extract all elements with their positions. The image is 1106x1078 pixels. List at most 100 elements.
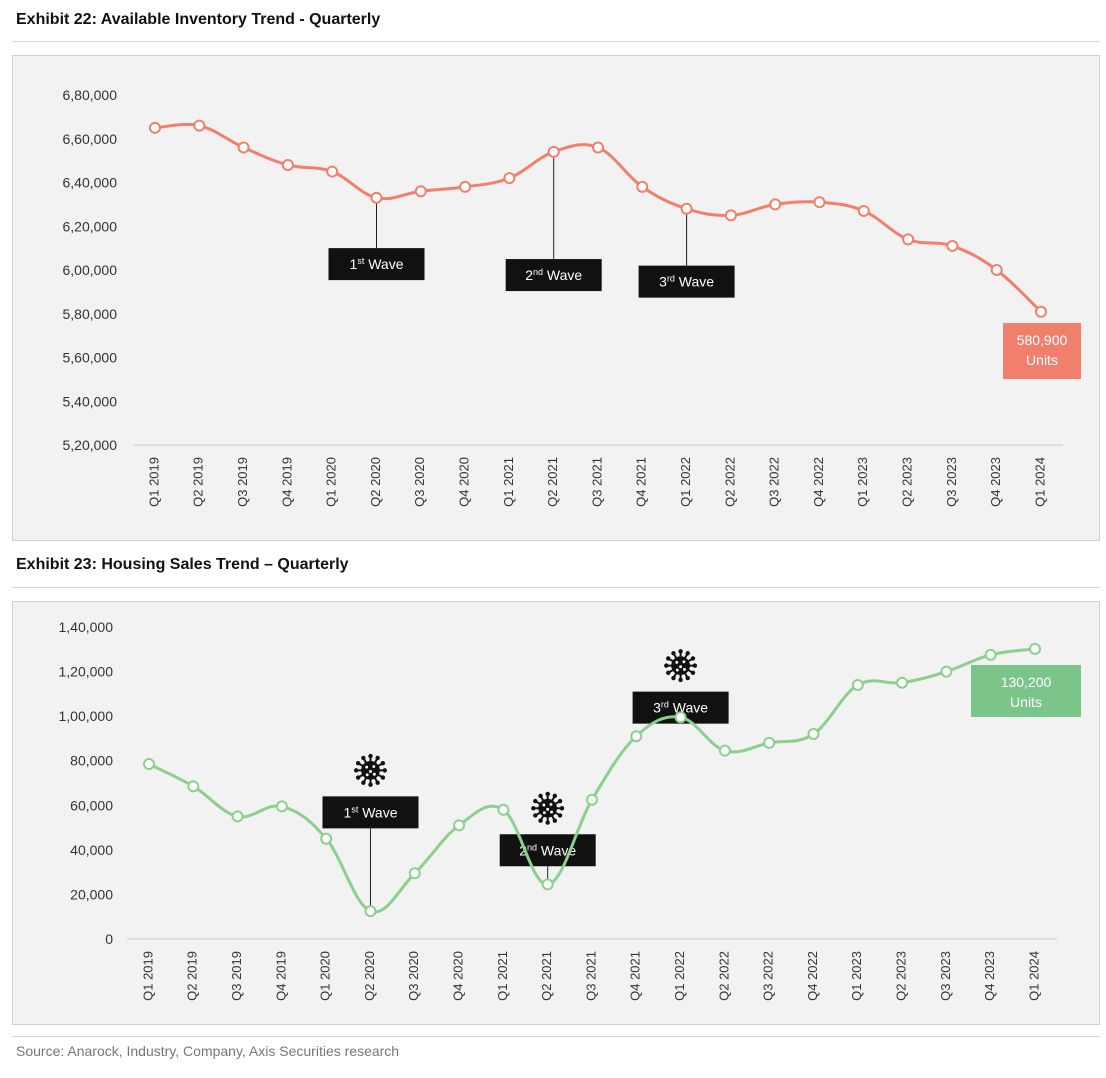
y-tick-label: 6,60,000 <box>63 131 118 147</box>
x-tick-label: Q1 2019 <box>146 457 161 507</box>
wave-label: 3rd Wave <box>659 274 714 290</box>
data-point <box>320 832 333 845</box>
x-tick-label: Q2 2020 <box>362 951 377 1001</box>
data-point <box>630 730 643 743</box>
wave-label-box <box>505 259 602 292</box>
x-tick-label: Q3 2022 <box>767 457 782 507</box>
y-tick-label: 1,40,000 <box>59 619 114 635</box>
wave-label: 1st Wave <box>344 804 398 820</box>
data-point <box>541 878 554 891</box>
x-tick-label: Q1 2020 <box>324 457 339 507</box>
y-tick-label: 5,60,000 <box>63 350 118 366</box>
data-point <box>674 711 687 724</box>
inventory-chart-svg: 5,20,000 5,40,000 5,60,000 5,80,000 6,00,000… <box>63 87 1081 507</box>
data-point <box>503 172 516 185</box>
data-point <box>807 727 820 740</box>
wave-label: 2nd Wave <box>525 267 582 283</box>
data-point <box>237 141 250 154</box>
data-point <box>414 185 427 198</box>
data-point <box>592 141 604 154</box>
x-tick-label: Q4 2022 <box>811 457 826 507</box>
x-tick-label: Q1 2024 <box>1032 457 1047 507</box>
wave-label-box <box>638 265 735 298</box>
x-tick-label: Q2 2022 <box>722 457 737 507</box>
divider <box>12 587 1100 588</box>
data-point <box>547 145 560 158</box>
sales-chart: 0 20,000 40,000 60,000 80,000 1,00,000 1,20,00… <box>12 601 1100 1025</box>
x-tick-label: Q1 2021 <box>495 951 510 1001</box>
x-tick-label: Q1 2021 <box>501 457 516 507</box>
x-tick-label: Q1 2020 <box>318 951 333 1001</box>
data-point <box>636 180 649 193</box>
x-tick-label: Q3 2022 <box>761 951 776 1001</box>
data-point <box>984 648 997 661</box>
x-tick-label: Q2 2020 <box>368 457 383 507</box>
value-callout-label: 580,900 <box>1017 332 1068 348</box>
y-tick-label: 5,80,000 <box>63 306 118 322</box>
wave-label-box <box>328 248 425 281</box>
wave-label: 1st Wave <box>350 256 404 272</box>
wave-label-box <box>499 834 596 867</box>
value-callout-box <box>971 665 1081 717</box>
data-point <box>724 209 737 222</box>
x-tick-label: Q4 2019 <box>273 951 288 1001</box>
data-point <box>902 233 915 246</box>
x-tick-label: Q3 2020 <box>406 951 421 1001</box>
data-point <box>946 239 959 252</box>
y-tick-label: 20,000 <box>70 886 113 902</box>
virus-icon <box>531 791 565 825</box>
x-tick-label: Q2 2019 <box>185 951 200 1001</box>
data-point <box>1029 642 1041 655</box>
data-point <box>763 736 776 749</box>
data-point <box>940 665 953 678</box>
y-tick-label: 5,20,000 <box>63 437 118 453</box>
data-point <box>813 196 826 209</box>
y-tick-label: 1,00,000 <box>59 708 114 724</box>
x-tick-label: Q3 2021 <box>583 951 598 1001</box>
data-point <box>497 803 510 816</box>
data-point <box>364 905 377 918</box>
data-point <box>459 180 472 193</box>
data-point <box>896 676 909 689</box>
data-point <box>851 678 864 691</box>
source-note: Source: Anarock, Industry, Company, Axis… <box>16 1043 400 1059</box>
data-point <box>680 202 693 215</box>
x-tick-label: Q4 2020 <box>451 951 466 1001</box>
inventory-chart: 5,20,000 5,40,000 5,60,000 5,80,000 6,00,000… <box>12 55 1100 541</box>
x-tick-label: Q3 2023 <box>938 951 953 1001</box>
x-tick-label: Q4 2023 <box>988 457 1003 507</box>
wave-label: 2nd Wave <box>519 842 576 858</box>
data-point <box>586 793 598 806</box>
x-tick-label: Q3 2021 <box>589 457 604 507</box>
x-tick-label: Q2 2023 <box>894 951 909 1001</box>
y-tick-label: 1,20,000 <box>59 664 114 680</box>
wave-label-box <box>322 796 419 829</box>
data-point <box>408 867 421 880</box>
y-tick-label: 5,40,000 <box>63 393 118 409</box>
x-tick-label: Q2 2021 <box>539 951 554 1001</box>
y-tick-label: 60,000 <box>70 797 113 813</box>
data-point <box>281 159 294 171</box>
x-tick-label: Q4 2022 <box>805 951 820 1001</box>
y-tick-label: 6,40,000 <box>63 175 118 191</box>
virus-icon <box>664 649 698 683</box>
value-callout-label: 130,200 <box>1001 674 1052 690</box>
value-callout-label: Units <box>1026 352 1058 368</box>
data-point <box>231 810 244 823</box>
y-tick-label: 6,20,000 <box>63 218 118 234</box>
value-callout-box <box>1003 323 1081 379</box>
data-point <box>453 819 466 832</box>
data-point <box>143 758 155 771</box>
x-tick-label: Q4 2019 <box>279 457 294 507</box>
exhibit-22-title: Exhibit 22: Available Inventory Trend - … <box>16 11 381 28</box>
divider <box>12 1036 1100 1037</box>
x-tick-label: Q1 2023 <box>855 457 870 507</box>
data-point <box>187 780 200 793</box>
x-tick-label: Q1 2023 <box>849 951 864 1001</box>
x-tick-label: Q4 2021 <box>628 951 643 1001</box>
x-tick-label: Q1 2022 <box>672 951 687 1001</box>
data-point <box>718 744 731 757</box>
y-tick-label: 80,000 <box>70 753 113 769</box>
data-point <box>370 191 383 204</box>
data-point <box>326 165 339 178</box>
